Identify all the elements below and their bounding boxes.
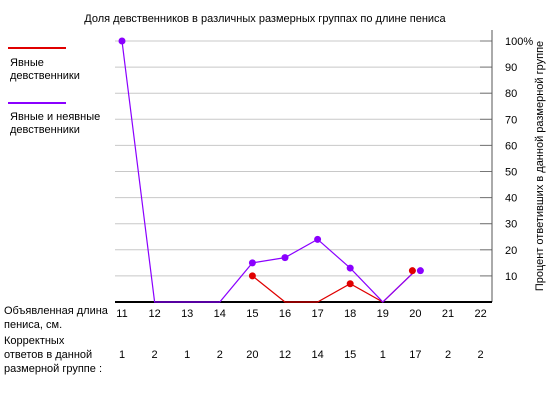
y-tick-label: 60: [505, 140, 517, 152]
data-point: [346, 264, 354, 272]
count-value: 2: [217, 349, 223, 361]
y-tick-label: 10: [505, 271, 517, 283]
count-value: 2: [152, 349, 158, 361]
y-tick-labels: 10 20 30 40 50 60 70 80 90 100%: [505, 36, 533, 283]
legend-label-explicit: Явные девственники: [10, 57, 80, 82]
x-tick-label: 17: [311, 308, 323, 320]
y-tick-label: 70: [505, 114, 517, 126]
data-point: [248, 259, 256, 267]
series-layer: [118, 37, 424, 303]
count-value: 2: [445, 349, 451, 361]
series-line-2: [121, 40, 416, 303]
x-tick-label: 20: [409, 308, 421, 320]
x-tick-label: 22: [474, 308, 486, 320]
data-point: [346, 280, 354, 288]
y-tick-label: 40: [505, 193, 517, 205]
y-tick-label: 100%: [505, 36, 533, 48]
counts-row: 1 2 1 2 20 12 14 15 1 17 2 2: [119, 349, 484, 361]
x-tick-labels: 11 12 13 14 15 16 17 18 19 20 21 22: [116, 308, 486, 320]
data-point: [118, 37, 126, 45]
count-value: 12: [279, 349, 291, 361]
data-point: [416, 267, 424, 275]
x-tick-label: 15: [246, 308, 258, 320]
data-point: [408, 267, 416, 275]
count-value: 20: [246, 349, 258, 361]
x-tick-label: 21: [442, 308, 454, 320]
x-tick-label: 13: [181, 308, 193, 320]
x-axis-title: Объявленная длина пениса, см.: [4, 305, 111, 331]
y-tick-label: 30: [505, 219, 517, 231]
y-tick-label: 50: [505, 167, 517, 179]
counts-label: Корректных ответов в данной размерной гр…: [4, 335, 102, 375]
count-value: 1: [119, 349, 125, 361]
y-tick-label: 20: [505, 245, 517, 257]
x-tick-label: 18: [344, 308, 356, 320]
data-point: [314, 235, 322, 243]
x-tick-label: 19: [377, 308, 389, 320]
legend: Явные девственники Явные и неявные девст…: [8, 47, 103, 136]
y-tick-label: 80: [505, 88, 517, 100]
count-value: 15: [344, 349, 356, 361]
count-value: 17: [409, 349, 421, 361]
x-tick-label: 16: [279, 308, 291, 320]
data-point: [281, 254, 289, 262]
y-tick-label: 90: [505, 62, 517, 74]
x-tick-label: 14: [214, 308, 226, 320]
chart-title: Доля девственников в различных размерных…: [84, 13, 446, 25]
count-value: 14: [311, 349, 323, 361]
x-tick-label: 11: [116, 308, 127, 320]
y-axis-title: Процент ответивших в данной размерной гр…: [534, 41, 546, 291]
count-value: 1: [184, 349, 190, 361]
grid: [115, 40, 492, 277]
count-value: 2: [478, 349, 484, 361]
x-tick-label: 12: [148, 308, 160, 320]
count-value: 1: [380, 349, 386, 361]
data-point: [248, 272, 256, 280]
legend-label-all: Явные и неявные девственники: [10, 111, 103, 136]
series-line-1: [252, 270, 416, 303]
